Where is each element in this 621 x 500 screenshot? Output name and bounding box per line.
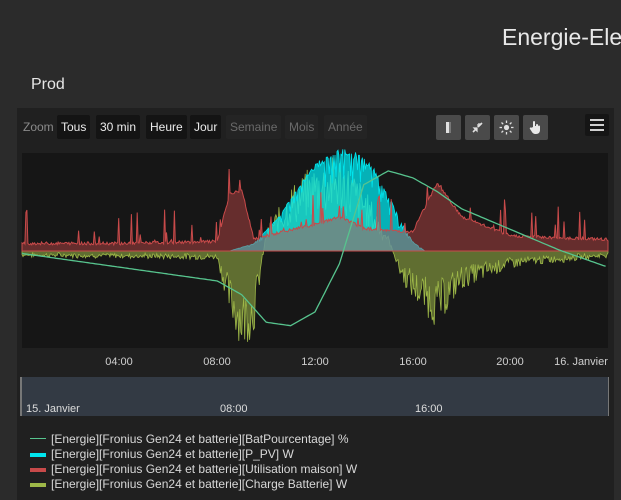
series-bat-percent-line (21, 170, 606, 327)
legend-area-icon (30, 453, 46, 457)
legend-label: [Energie][Fronius Gen24 et batterie][Bat… (51, 432, 349, 446)
legend-line-icon (30, 438, 46, 439)
range-button-year: Année (324, 115, 367, 139)
zoom-label: Zoom (23, 120, 54, 134)
navigator-label: 15. Janvier (26, 403, 80, 415)
navigator-label: 08:00 (220, 403, 248, 415)
x-tick-label: 04:00 (105, 356, 133, 368)
range-navigator[interactable] (22, 377, 608, 416)
collapse-icon[interactable] (465, 115, 490, 140)
range-button-month: Mois (285, 115, 319, 139)
x-tick-label: 16. Janvier (554, 356, 608, 368)
legend-label: [Energie][Fronius Gen24 et batterie][Cha… (51, 477, 348, 491)
range-button-week: Semaine (226, 115, 282, 139)
x-tick-label: 12:00 (301, 356, 329, 368)
legend-label: [Energie][Fronius Gen24 et batterie][Uti… (51, 462, 358, 476)
range-button-30min[interactable]: 30 min (96, 115, 141, 139)
range-button-hour[interactable]: Heure (146, 115, 187, 139)
legend-label: [Energie][Fronius Gen24 et batterie][P_P… (51, 447, 294, 461)
x-tick-label: 16:00 (399, 356, 427, 368)
range-selector-toolbar: Zoom Tous 30 min Heure Jour Semaine Mois… (17, 114, 614, 140)
range-button-all[interactable]: Tous (57, 115, 91, 139)
legend-area-icon (30, 468, 46, 472)
hamburger-menu-icon[interactable] (585, 114, 609, 136)
x-tick-label: 08:00 (203, 356, 231, 368)
x-tick-label: 20:00 (496, 356, 524, 368)
pointer-hand-icon[interactable] (523, 115, 548, 140)
range-button-day[interactable]: Jour (190, 115, 222, 139)
legend-area-icon (30, 483, 46, 487)
section-title: Prod (31, 76, 65, 93)
toggle-panel-icon[interactable] (436, 115, 461, 140)
navigator-label: 16:00 (415, 403, 443, 415)
series-pv-area (229, 149, 427, 252)
page-title: Energie-Ele (502, 24, 621, 50)
brightness-icon[interactable] (494, 115, 519, 140)
series-house-usage-line (21, 168, 609, 252)
